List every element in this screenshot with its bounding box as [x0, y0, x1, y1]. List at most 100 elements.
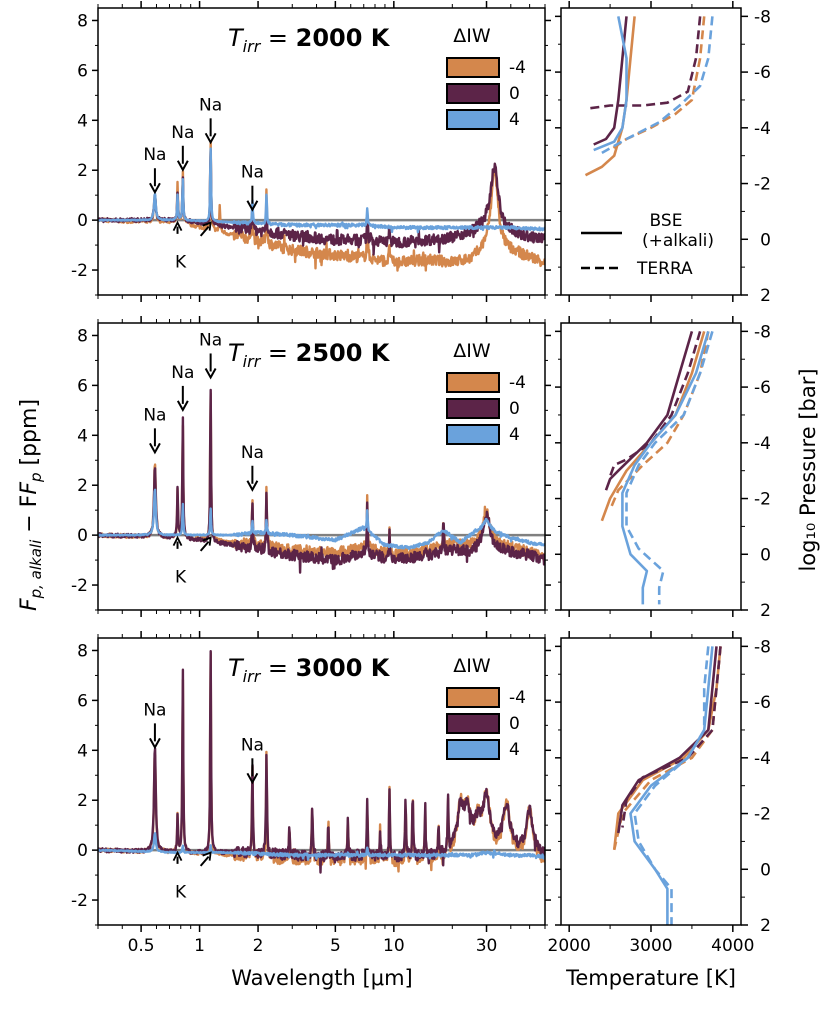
- tirr-title: Tirr = 3000 K: [228, 654, 391, 686]
- legend-bse-label: BSE: [650, 211, 683, 231]
- profile-line-iw-4-solid: [621, 331, 710, 605]
- ytick-label: 2: [77, 791, 88, 811]
- ytick-label: 6: [77, 61, 88, 81]
- series-line-iw-4: [98, 832, 545, 861]
- ytick-label: -4: [754, 434, 771, 454]
- xtick-label: 4000: [711, 936, 754, 956]
- legend-swatch-iw--4: [446, 372, 500, 393]
- ytick-label: 8: [77, 326, 88, 346]
- legend-swatch-iw-4: [446, 109, 500, 130]
- k-arrow-head: [202, 221, 212, 231]
- xtick-label: 2000: [548, 936, 591, 956]
- na-label: Na: [143, 145, 166, 165]
- legend-swatch-iw-0: [446, 83, 500, 104]
- series-line-iw--4: [98, 651, 545, 873]
- k-arrow-head: [202, 536, 212, 546]
- style-legend: BSE(+alkali) TERRA: [581, 211, 714, 279]
- ytick-label: -8: [754, 7, 771, 27]
- legend-terra-label: TERRA: [636, 259, 693, 279]
- legend-swatch-iw-4: [446, 424, 500, 445]
- na-label: Na: [199, 330, 222, 350]
- series-line-iw-0: [98, 650, 545, 874]
- na-arrow-head: [176, 400, 189, 412]
- series-group: [584, 16, 714, 177]
- xlabel-temperature: Temperature [K]: [565, 966, 736, 990]
- na-arrow-head: [149, 442, 161, 455]
- na-arrow-head: [176, 160, 189, 172]
- xtick-label: 0.5: [128, 936, 155, 956]
- k-arrow-head: [202, 851, 212, 861]
- legend-label: 0: [509, 399, 520, 419]
- ytick-label: -4: [754, 749, 771, 769]
- ytick-label: -8: [754, 637, 771, 657]
- series-group: [98, 140, 545, 272]
- tirr-eq: =: [260, 339, 295, 367]
- profile-line-iw-0-dashed: [589, 16, 702, 110]
- tirr-title: Tirr = 2000 K: [228, 24, 391, 56]
- profile-line-iw-4-solid: [629, 646, 714, 925]
- legend-title: ΔIW: [453, 655, 491, 677]
- na-label: Na: [171, 363, 194, 383]
- tirr-title: Tirr = 2500 K: [228, 339, 391, 371]
- ytick-label: 2: [760, 601, 771, 621]
- k-label: K: [175, 253, 187, 273]
- ytick-label: -2: [754, 490, 771, 510]
- ytick-label: 4: [77, 111, 88, 131]
- k-arrow-head: [172, 535, 183, 547]
- k-label: K: [175, 883, 187, 903]
- ytick-label: 0: [760, 230, 771, 250]
- na-arrow-head: [204, 132, 217, 145]
- ytick-label: -4: [754, 119, 771, 139]
- profile-line-iw-4-dashed: [625, 331, 714, 605]
- profile-line-iw--4-dashed: [612, 646, 722, 851]
- na-arrow-head: [246, 200, 259, 212]
- ytick-label: 4: [77, 426, 88, 446]
- k-label: K: [175, 568, 187, 588]
- xtick-label: 1: [194, 936, 205, 956]
- xtick-label: 10: [383, 936, 405, 956]
- xtick-label: 5: [330, 936, 341, 956]
- k-arrow-head: [172, 220, 183, 232]
- tirr-sub: irr: [243, 37, 262, 56]
- profile-line-iw--4-solid: [612, 646, 722, 850]
- ytick-label: 0: [77, 211, 88, 231]
- ytick-label: -8: [754, 322, 771, 342]
- axes-frame: [97, 322, 546, 611]
- na-arrow-head: [246, 480, 259, 492]
- profile-line-iw-4-solid: [593, 16, 628, 152]
- axes-frame: [560, 322, 742, 611]
- k-arrow: [199, 855, 210, 867]
- ytick-label: 6: [77, 376, 88, 396]
- ytick-label: -6: [754, 63, 771, 83]
- profile-line-iw-4-dashed: [633, 646, 710, 925]
- series-line-iw-4: [98, 147, 545, 234]
- ylabel-pressure: log₁₀ Pressure [bar]: [796, 368, 820, 571]
- ytick-label: -2: [71, 261, 88, 281]
- tirr-sub: irr: [243, 667, 262, 686]
- ytick-label: -2: [754, 805, 771, 825]
- legend-swatch-iw-0: [446, 713, 500, 734]
- ytick-label: -6: [754, 378, 771, 398]
- legend-label: -4: [509, 688, 526, 708]
- profile-line-iw-0-dashed: [621, 646, 722, 828]
- ytick-label: 4: [77, 741, 88, 761]
- ytick-label: -2: [71, 576, 88, 596]
- ytick-label: -2: [71, 891, 88, 911]
- legend-label: 4: [509, 110, 520, 130]
- profile-line-iw-0-solid: [593, 16, 628, 146]
- ytick-label: 0: [77, 526, 88, 546]
- ytick-label: 2: [760, 916, 771, 936]
- tirr-symbol: T: [228, 24, 245, 52]
- ytick-label: 0: [77, 841, 88, 861]
- series-group: [600, 331, 714, 605]
- profile-panel-3: -8 -6 -4 -2 0 2 2000 3000 4000: [548, 631, 771, 956]
- na-arrow-head: [149, 737, 161, 750]
- legend-swatch-iw-0: [446, 398, 500, 419]
- legend-label: 4: [509, 740, 520, 760]
- tirr-eq: =: [260, 24, 295, 52]
- legend-label: 0: [509, 714, 520, 734]
